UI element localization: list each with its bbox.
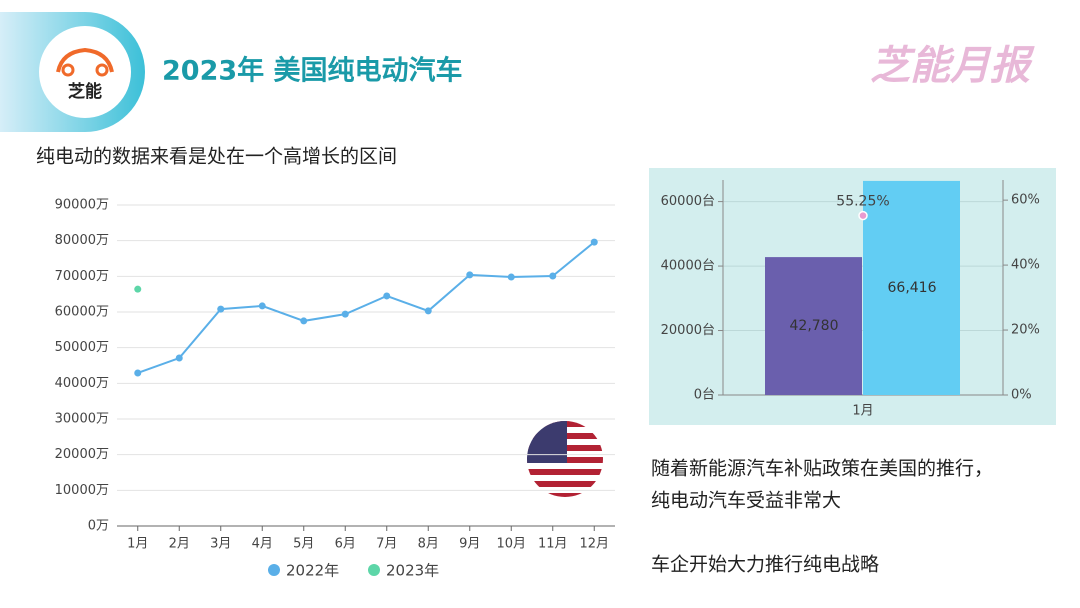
data-point bbox=[134, 285, 142, 293]
logo-wheel bbox=[61, 63, 75, 77]
x-tick-label: 1月 bbox=[852, 404, 873, 419]
x-tick-label: 6月 bbox=[335, 537, 356, 552]
y-tick-label: 50000万 bbox=[55, 340, 109, 355]
y2-tick-label: 40% bbox=[1011, 258, 1040, 273]
x-tick-label: 10月 bbox=[496, 537, 526, 552]
y-tick-label: 40000台 bbox=[661, 259, 715, 274]
x-tick-label: 7月 bbox=[376, 537, 397, 552]
us-flag bbox=[527, 421, 603, 497]
y-tick-label: 90000万 bbox=[55, 198, 109, 213]
x-tick-label: 8月 bbox=[418, 537, 439, 552]
x-tick-label: 12月 bbox=[579, 537, 609, 552]
note: 车企开始大力推行纯电战略 bbox=[651, 554, 879, 576]
growth-point bbox=[858, 210, 868, 221]
title: 2023年 美国纯电动汽车 bbox=[162, 55, 463, 87]
data-point bbox=[300, 317, 308, 325]
note: 随着新能源汽车补贴政策在美国的推行， bbox=[651, 458, 993, 480]
y-tick-label: 30000万 bbox=[55, 412, 109, 427]
data-point bbox=[175, 354, 183, 362]
subtitle: 纯电动的数据来看是处在一个高增长的区间 bbox=[36, 146, 397, 168]
legend-swatch bbox=[268, 564, 280, 576]
y2-tick-label: 20% bbox=[1011, 323, 1040, 338]
logo-car bbox=[56, 47, 114, 73]
data-point bbox=[341, 310, 349, 318]
x-tick-label: 9月 bbox=[459, 537, 480, 552]
y-tick-label: 20000万 bbox=[55, 447, 109, 462]
bar bbox=[863, 180, 960, 395]
series-line bbox=[137, 241, 595, 374]
data-label: 42,780 bbox=[790, 318, 839, 334]
y-tick-label: 80000万 bbox=[55, 233, 109, 248]
legend-label: 2022年 bbox=[286, 562, 339, 580]
x-tick-label: 5月 bbox=[293, 537, 314, 552]
legend-label: 2023年 bbox=[386, 562, 439, 580]
data-point bbox=[383, 292, 391, 300]
bar bbox=[765, 257, 862, 395]
y-tick-label: 60000台 bbox=[661, 194, 715, 209]
data-point bbox=[507, 273, 515, 281]
y-tick-label: 70000万 bbox=[55, 269, 109, 284]
y-tick-label: 40000万 bbox=[55, 376, 109, 391]
y-tick-label: 60000万 bbox=[55, 305, 109, 320]
data-point bbox=[134, 369, 142, 377]
data-point bbox=[466, 271, 474, 279]
data-point bbox=[590, 238, 598, 246]
y-tick-label: 20000台 bbox=[661, 323, 715, 338]
y-tick-label: 0万 bbox=[88, 519, 109, 534]
y-tick-label: 10000万 bbox=[55, 483, 109, 498]
y-tick-label: 0台 bbox=[694, 388, 715, 403]
y2-tick-label: 60% bbox=[1011, 193, 1040, 208]
logo-text: 芝能 bbox=[68, 81, 102, 102]
legend-swatch bbox=[368, 564, 380, 576]
note: 纯电动汽车受益非常大 bbox=[651, 490, 841, 512]
data-point bbox=[258, 302, 266, 310]
data-label: 66,416 bbox=[888, 280, 937, 296]
x-tick-label: 4月 bbox=[252, 537, 273, 552]
logo-circle bbox=[39, 26, 131, 118]
data-label: 55.25% bbox=[836, 194, 889, 210]
y2-tick-label: 0% bbox=[1011, 388, 1032, 403]
x-tick-label: 1月 bbox=[127, 537, 148, 552]
x-tick-label: 3月 bbox=[210, 537, 231, 552]
data-point bbox=[217, 305, 225, 313]
x-tick-label: 2月 bbox=[169, 537, 190, 552]
data-point bbox=[424, 307, 432, 315]
brand: 芝能月报 bbox=[870, 43, 1035, 89]
logo-wheel bbox=[95, 63, 109, 77]
data-point bbox=[549, 272, 557, 280]
x-tick-label: 11月 bbox=[538, 537, 568, 552]
